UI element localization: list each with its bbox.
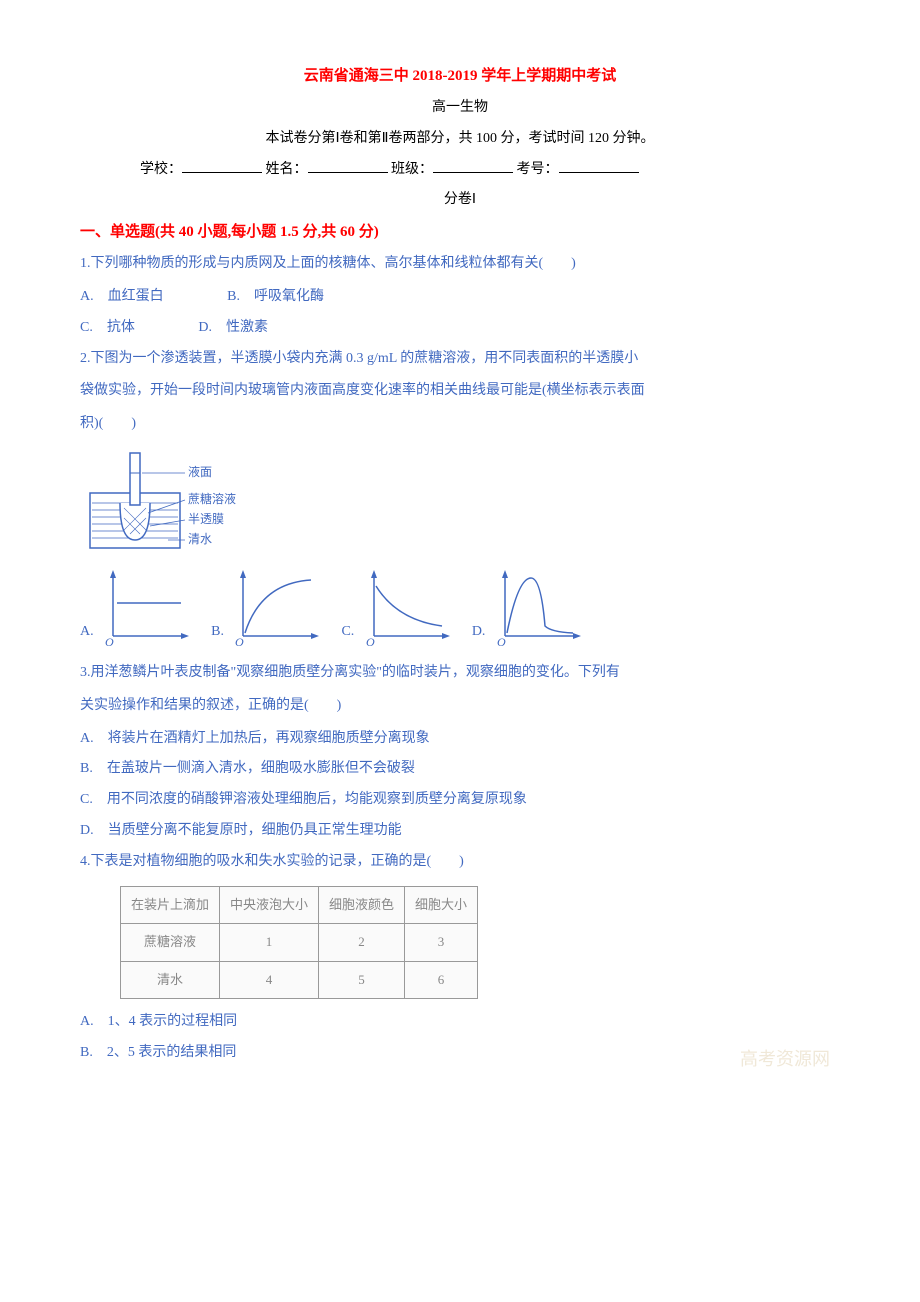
td-0-0: 蔗糖溶液	[121, 924, 220, 962]
q2-chartD: O	[493, 568, 583, 648]
q1-text: 1.下列哪种物质的形成与内质网及上面的核糖体、高尔基体和线粒体都有关( )	[80, 249, 840, 280]
axis-O-D: O	[497, 635, 506, 648]
q3-optA: A. 将装片在酒精灯上加热后，再观察细胞质壁分离现象	[80, 724, 840, 755]
table-row: 清水 4 5 6	[121, 961, 478, 999]
label-name: 姓名：	[266, 162, 308, 177]
q1-options-row2: C. 抗体 D. 性激素	[80, 313, 840, 344]
td-1-3: 6	[405, 961, 478, 999]
axis-O-B: O	[235, 635, 244, 648]
blank-name	[308, 158, 388, 173]
section-label: 分卷Ⅰ	[80, 185, 840, 216]
exam-title: 云南省通海三中 2018-2019 学年上学期期中考试	[80, 60, 840, 93]
label-membrane: 半透膜	[188, 512, 224, 526]
exam-instruction: 本试卷分第Ⅰ卷和第Ⅱ卷两部分，共 100 分，考试时间 120 分钟。	[80, 124, 840, 155]
blank-examno	[559, 158, 639, 173]
label-water: 清水	[188, 532, 212, 546]
q1-options-row1: A. 血红蛋白 B. 呼吸氧化酶	[80, 282, 840, 313]
th-2: 细胞液颜色	[319, 886, 405, 924]
q2-chartD-wrap: D. O	[472, 568, 583, 648]
q2-optB: B.	[211, 617, 224, 648]
table-row: 蔗糖溶液 1 2 3	[121, 924, 478, 962]
td-1-2: 5	[319, 961, 405, 999]
td-1-0: 清水	[121, 961, 220, 999]
section-heading: 一、单选题(共 40 小题,每小题 1.5 分,共 60 分)	[80, 216, 840, 249]
q2-optA: A.	[80, 617, 94, 648]
axis-O-C: O	[366, 635, 375, 648]
q2-chartC-wrap: C. O	[341, 568, 451, 648]
q2-optC: C.	[341, 617, 354, 648]
q2-apparatus-diagram: 液面 蔗糖溶液 半透膜 清水	[80, 448, 840, 558]
td-1-1: 4	[220, 961, 319, 999]
axis-O-A: O	[105, 635, 114, 648]
q2-text-l2: 袋做实验，开始一段时间内玻璃管内液面高度变化速率的相关曲线最可能是(横坐标表示表…	[80, 376, 840, 407]
th-0: 在装片上滴加	[121, 886, 220, 924]
label-class: 班级：	[391, 162, 433, 177]
blank-school	[182, 158, 262, 173]
th-3: 细胞大小	[405, 886, 478, 924]
q2-text-l3: 积)( )	[80, 409, 840, 440]
table-header-row: 在装片上滴加 中央液泡大小 细胞液颜色 细胞大小	[121, 886, 478, 924]
q2-charts: A. O B. O C. O D.	[80, 568, 840, 648]
q3-optD: D. 当质壁分离不能复原时，细胞仍具正常生理功能	[80, 816, 840, 847]
label-liquid: 液面	[188, 464, 212, 479]
q1-optD: D. 性激素	[198, 313, 268, 344]
blank-class	[433, 158, 513, 173]
q2-text-l1: 2.下图为一个渗透装置，半透膜小袋内充满 0.3 g/mL 的蔗糖溶液，用不同表…	[80, 344, 840, 375]
apparatus-svg: 液面 蔗糖溶液 半透膜 清水	[80, 448, 280, 558]
q3-text-l2: 关实验操作和结果的叙述，正确的是( )	[80, 691, 840, 722]
label-sucrose: 蔗糖溶液	[188, 491, 236, 506]
label-examno: 考号：	[517, 162, 559, 177]
q4-optB: B. 2、5 表示的结果相同	[80, 1038, 840, 1069]
q2-chartB-wrap: B. O	[211, 568, 321, 648]
student-info-line: 学校： 姓名： 班级： 考号：	[80, 155, 840, 186]
label-school: 学校：	[140, 162, 182, 177]
q3-optC: C. 用不同浓度的硝酸钾溶液处理细胞后，均能观察到质壁分离复原现象	[80, 785, 840, 816]
q4-table: 在装片上滴加 中央液泡大小 细胞液颜色 细胞大小 蔗糖溶液 1 2 3 清水 4…	[120, 886, 478, 1000]
q2-chartB: O	[231, 568, 321, 648]
q1-optC: C. 抗体	[80, 313, 135, 344]
q4-text: 4.下表是对植物细胞的吸水和失水实验的记录，正确的是( )	[80, 847, 840, 878]
q1-optB: B. 呼吸氧化酶	[227, 282, 324, 313]
td-0-3: 3	[405, 924, 478, 962]
q2-chartC: O	[362, 568, 452, 648]
td-0-1: 1	[220, 924, 319, 962]
exam-subtitle: 高一生物	[80, 93, 840, 124]
q3-optB: B. 在盖玻片一侧滴入清水，细胞吸水膨胀但不会破裂	[80, 754, 840, 785]
td-0-2: 2	[319, 924, 405, 962]
th-1: 中央液泡大小	[220, 886, 319, 924]
q4-optA: A. 1、4 表示的过程相同	[80, 1007, 840, 1038]
q3-text-l1: 3.用洋葱鳞片叶表皮制备"观察细胞质壁分离实验"的临时装片，观察细胞的变化。下列…	[80, 658, 840, 689]
q2-optD: D.	[472, 617, 486, 648]
q2-chartA-wrap: A. O	[80, 568, 191, 648]
q1-optA: A. 血红蛋白	[80, 282, 164, 313]
q2-chartA: O	[101, 568, 191, 648]
